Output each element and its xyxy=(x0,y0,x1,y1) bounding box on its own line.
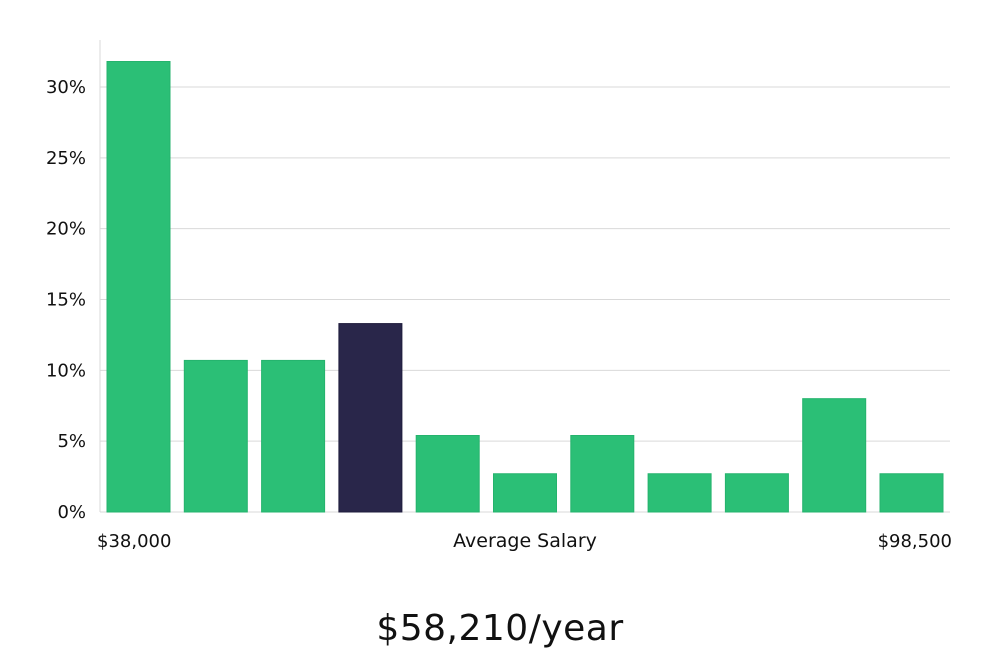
x-min-label: $38,000 xyxy=(97,531,171,552)
salary-bar xyxy=(183,359,248,513)
salary-bar xyxy=(106,61,171,513)
y-tick-label: 20% xyxy=(46,219,86,240)
salary-bar xyxy=(570,435,635,513)
y-tick-label: 25% xyxy=(46,148,86,169)
bars xyxy=(106,61,944,513)
salary-bar xyxy=(261,359,326,513)
salary-bar xyxy=(802,398,867,513)
y-tick-label: 30% xyxy=(46,77,86,98)
salary-bar xyxy=(415,435,480,513)
y-tick-label: 5% xyxy=(57,431,86,452)
x-max-label: $98,500 xyxy=(878,531,952,552)
highlighted-salary-bar xyxy=(338,323,403,513)
salary-bar xyxy=(879,473,944,513)
y-tick-label: 0% xyxy=(57,502,86,523)
x-axis-title: Average Salary xyxy=(453,530,597,552)
average-salary-summary: $58,210/year xyxy=(376,608,624,649)
salary-bar xyxy=(724,473,789,513)
y-tick-label: 10% xyxy=(46,360,86,381)
y-ticks: 0% 5% 10% 15% 20% 25% 30% xyxy=(46,77,86,523)
salary-bar xyxy=(647,473,712,513)
salary-bar xyxy=(493,473,557,513)
y-tick-label: 15% xyxy=(46,290,86,311)
